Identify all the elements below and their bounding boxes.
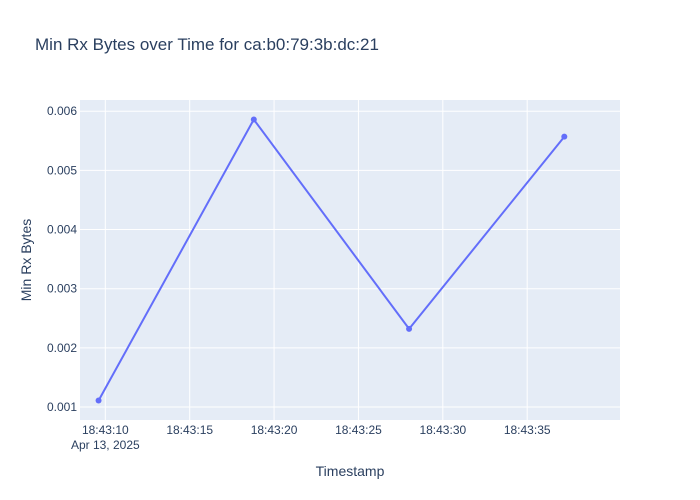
x-tick-label: 18:43:25 [335, 423, 382, 437]
series-layer [95, 116, 568, 404]
y-tick-label: 0.003 [47, 282, 77, 296]
x-axis: 18:43:10 18:43:15 18:43:20 18:43:25 18:43:30… [82, 423, 551, 437]
y-tick-label: 0.006 [47, 104, 77, 118]
y-tick-label: 0.004 [47, 223, 77, 237]
chart-title: Min Rx Bytes over Time for ca:b0:79:3b:d… [35, 35, 379, 54]
x-tick-label: 18:43:20 [251, 423, 298, 437]
y-tick-label: 0.005 [47, 163, 77, 177]
data-point[interactable] [95, 397, 102, 404]
y-axis: 0.001 0.002 0.003 0.004 0.005 0.006 [47, 104, 77, 414]
x-axis-date-label: Apr 13, 2025 [71, 438, 140, 452]
y-tick-label: 0.001 [47, 400, 77, 414]
plot-area [80, 100, 620, 420]
x-tick-label: 18:43:30 [419, 423, 466, 437]
x-tick-label: 18:43:15 [166, 423, 213, 437]
data-point[interactable] [250, 116, 257, 123]
x-tick-label: 18:43:35 [504, 423, 551, 437]
series-line [97, 117, 566, 401]
data-point[interactable] [561, 133, 568, 140]
x-axis-title: Timestamp [316, 463, 385, 479]
y-tick-label: 0.002 [47, 341, 77, 355]
data-point[interactable] [406, 325, 413, 332]
x-tick-label: 18:43:10 [82, 423, 129, 437]
y-axis-title: Min Rx Bytes [18, 219, 34, 301]
gridlines [80, 100, 620, 420]
